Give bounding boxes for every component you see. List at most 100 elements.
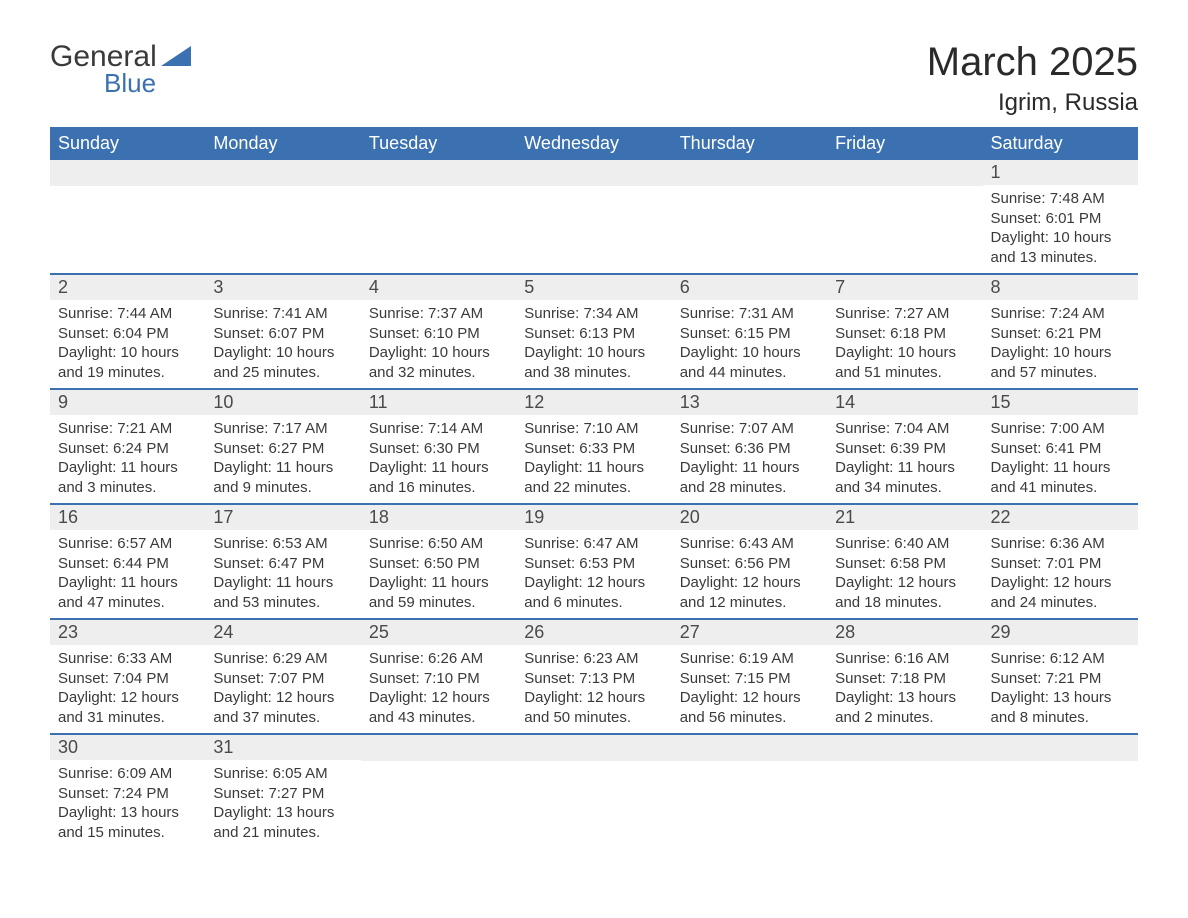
daylight-text: Daylight: 10 hours and 57 minutes.	[991, 343, 1130, 382]
sunrise-text: Sunrise: 7:00 AM	[991, 419, 1130, 439]
day-content: Sunrise: 6:12 AMSunset: 7:21 PMDaylight:…	[983, 645, 1138, 733]
day-cell: 15Sunrise: 7:00 AMSunset: 6:41 PMDayligh…	[983, 389, 1138, 504]
day-content: Sunrise: 6:26 AMSunset: 7:10 PMDaylight:…	[361, 645, 516, 733]
day-cell	[672, 160, 827, 274]
day-content	[516, 761, 671, 841]
day-content	[672, 186, 827, 266]
sunrise-text: Sunrise: 7:37 AM	[369, 304, 508, 324]
day-cell: 6Sunrise: 7:31 AMSunset: 6:15 PMDaylight…	[672, 274, 827, 389]
day-number: 7	[827, 275, 982, 300]
sunrise-text: Sunrise: 7:41 AM	[213, 304, 352, 324]
logo-triangle-icon	[161, 46, 191, 71]
day-cell: 24Sunrise: 6:29 AMSunset: 7:07 PMDayligh…	[205, 619, 360, 734]
sunrise-text: Sunrise: 6:33 AM	[58, 649, 197, 669]
day-number	[516, 160, 671, 186]
sunset-text: Sunset: 7:13 PM	[524, 669, 663, 689]
sunset-text: Sunset: 6:01 PM	[991, 209, 1130, 229]
day-content: Sunrise: 7:31 AMSunset: 6:15 PMDaylight:…	[672, 300, 827, 388]
sunset-text: Sunset: 6:27 PM	[213, 439, 352, 459]
day-cell: 1Sunrise: 7:48 AMSunset: 6:01 PMDaylight…	[983, 160, 1138, 274]
sunrise-text: Sunrise: 6:40 AM	[835, 534, 974, 554]
day-number	[983, 735, 1138, 761]
sunrise-text: Sunrise: 6:50 AM	[369, 534, 508, 554]
daylight-text: Daylight: 12 hours and 24 minutes.	[991, 573, 1130, 612]
day-cell: 23Sunrise: 6:33 AMSunset: 7:04 PMDayligh…	[50, 619, 205, 734]
day-cell	[361, 160, 516, 274]
daylight-text: Daylight: 10 hours and 38 minutes.	[524, 343, 663, 382]
day-cell: 4Sunrise: 7:37 AMSunset: 6:10 PMDaylight…	[361, 274, 516, 389]
daylight-text: Daylight: 12 hours and 50 minutes.	[524, 688, 663, 727]
sunset-text: Sunset: 7:10 PM	[369, 669, 508, 689]
week-row: 9Sunrise: 7:21 AMSunset: 6:24 PMDaylight…	[50, 389, 1138, 504]
sunrise-text: Sunrise: 6:47 AM	[524, 534, 663, 554]
day-cell: 3Sunrise: 7:41 AMSunset: 6:07 PMDaylight…	[205, 274, 360, 389]
day-number: 4	[361, 275, 516, 300]
week-row: 30Sunrise: 6:09 AMSunset: 7:24 PMDayligh…	[50, 734, 1138, 848]
sunrise-text: Sunrise: 7:24 AM	[991, 304, 1130, 324]
daylight-text: Daylight: 10 hours and 13 minutes.	[991, 228, 1130, 267]
daylight-text: Daylight: 10 hours and 51 minutes.	[835, 343, 974, 382]
sunset-text: Sunset: 6:10 PM	[369, 324, 508, 344]
day-cell: 12Sunrise: 7:10 AMSunset: 6:33 PMDayligh…	[516, 389, 671, 504]
sunset-text: Sunset: 6:50 PM	[369, 554, 508, 574]
day-number: 29	[983, 620, 1138, 645]
daylight-text: Daylight: 13 hours and 2 minutes.	[835, 688, 974, 727]
sunset-text: Sunset: 7:27 PM	[213, 784, 352, 804]
day-content: Sunrise: 7:00 AMSunset: 6:41 PMDaylight:…	[983, 415, 1138, 503]
day-number: 27	[672, 620, 827, 645]
sunset-text: Sunset: 6:04 PM	[58, 324, 197, 344]
day-number	[361, 735, 516, 761]
day-number	[205, 160, 360, 186]
day-cell	[827, 734, 982, 848]
day-number: 21	[827, 505, 982, 530]
day-content: Sunrise: 7:24 AMSunset: 6:21 PMDaylight:…	[983, 300, 1138, 388]
daylight-text: Daylight: 13 hours and 21 minutes.	[213, 803, 352, 842]
week-row: 16Sunrise: 6:57 AMSunset: 6:44 PMDayligh…	[50, 504, 1138, 619]
sunset-text: Sunset: 7:21 PM	[991, 669, 1130, 689]
day-number: 20	[672, 505, 827, 530]
daylight-text: Daylight: 11 hours and 22 minutes.	[524, 458, 663, 497]
logo: General Blue	[50, 40, 191, 99]
day-number: 23	[50, 620, 205, 645]
daylight-text: Daylight: 11 hours and 28 minutes.	[680, 458, 819, 497]
day-content: Sunrise: 7:41 AMSunset: 6:07 PMDaylight:…	[205, 300, 360, 388]
sunrise-text: Sunrise: 6:36 AM	[991, 534, 1130, 554]
daylight-text: Daylight: 11 hours and 3 minutes.	[58, 458, 197, 497]
day-cell: 8Sunrise: 7:24 AMSunset: 6:21 PMDaylight…	[983, 274, 1138, 389]
sunset-text: Sunset: 6:47 PM	[213, 554, 352, 574]
day-cell: 10Sunrise: 7:17 AMSunset: 6:27 PMDayligh…	[205, 389, 360, 504]
day-number: 22	[983, 505, 1138, 530]
day-content: Sunrise: 6:43 AMSunset: 6:56 PMDaylight:…	[672, 530, 827, 618]
sunset-text: Sunset: 6:53 PM	[524, 554, 663, 574]
day-cell: 14Sunrise: 7:04 AMSunset: 6:39 PMDayligh…	[827, 389, 982, 504]
day-cell	[50, 160, 205, 274]
weekday-header: Sunday	[50, 127, 205, 160]
week-row: 23Sunrise: 6:33 AMSunset: 7:04 PMDayligh…	[50, 619, 1138, 734]
day-cell: 30Sunrise: 6:09 AMSunset: 7:24 PMDayligh…	[50, 734, 205, 848]
day-content: Sunrise: 7:14 AMSunset: 6:30 PMDaylight:…	[361, 415, 516, 503]
sunset-text: Sunset: 7:24 PM	[58, 784, 197, 804]
day-number: 24	[205, 620, 360, 645]
day-number	[50, 160, 205, 186]
daylight-text: Daylight: 12 hours and 18 minutes.	[835, 573, 974, 612]
sunrise-text: Sunrise: 6:23 AM	[524, 649, 663, 669]
day-content	[827, 761, 982, 841]
sunrise-text: Sunrise: 7:27 AM	[835, 304, 974, 324]
day-cell: 7Sunrise: 7:27 AMSunset: 6:18 PMDaylight…	[827, 274, 982, 389]
month-title: March 2025	[927, 40, 1138, 85]
day-number	[516, 735, 671, 761]
day-number: 16	[50, 505, 205, 530]
sunrise-text: Sunrise: 6:26 AM	[369, 649, 508, 669]
weekday-header: Monday	[205, 127, 360, 160]
day-cell: 29Sunrise: 6:12 AMSunset: 7:21 PMDayligh…	[983, 619, 1138, 734]
day-content: Sunrise: 7:07 AMSunset: 6:36 PMDaylight:…	[672, 415, 827, 503]
day-number	[827, 735, 982, 761]
day-content	[672, 761, 827, 841]
day-number: 11	[361, 390, 516, 415]
day-content: Sunrise: 6:19 AMSunset: 7:15 PMDaylight:…	[672, 645, 827, 733]
day-number: 13	[672, 390, 827, 415]
sunrise-text: Sunrise: 7:04 AM	[835, 419, 974, 439]
day-content	[983, 761, 1138, 841]
day-number: 8	[983, 275, 1138, 300]
sunrise-text: Sunrise: 7:44 AM	[58, 304, 197, 324]
